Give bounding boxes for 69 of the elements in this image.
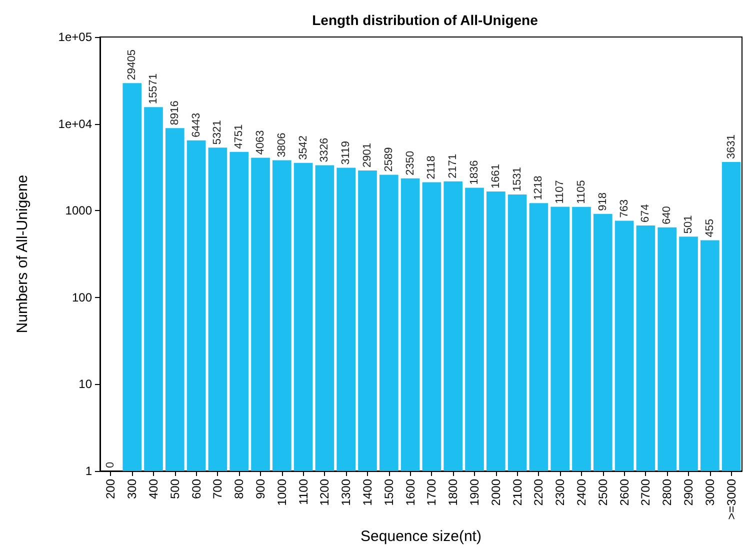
- data-label: 2171: [447, 154, 460, 178]
- data-label: 8916: [168, 100, 181, 126]
- data-label: 1105: [576, 180, 588, 204]
- x-tick-label: 2200: [532, 478, 546, 506]
- text: 0: [104, 462, 117, 468]
- data-label: 455: [704, 218, 716, 238]
- x-tick-label: 3000: [702, 478, 717, 506]
- data-label: 1107: [554, 180, 566, 204]
- x-tick-label: 2300: [553, 478, 568, 506]
- data-label: 1836: [468, 160, 480, 185]
- x-tick-label: 1100: [296, 478, 310, 505]
- y-tick-label: 1e+04: [58, 116, 92, 131]
- y-tick-label: 1e+05: [58, 30, 92, 44]
- data-label: 4063: [254, 130, 266, 155]
- data-label: 763: [618, 199, 630, 218]
- x-tick-label: 1600: [403, 478, 418, 506]
- data-label: 6443: [190, 112, 202, 138]
- y-tick-label: 1000: [65, 204, 92, 218]
- x-tick-label: 400: [146, 478, 160, 500]
- x-tick-label: 500: [168, 478, 182, 500]
- data-label: 2901: [362, 142, 374, 168]
- x-tick-label: 1500: [382, 478, 396, 506]
- x-tick-label: 2400: [574, 478, 588, 506]
- data-label: 2350: [404, 150, 416, 176]
- data-label: 1661: [490, 164, 502, 188]
- x-tick-label: 300: [125, 478, 140, 500]
- data-label: 674: [640, 204, 652, 222]
- x-tick-label: 1200: [318, 478, 332, 506]
- data-label: 3119: [340, 141, 352, 165]
- x-tick-label: 1300: [339, 478, 354, 506]
- data-label: 2118: [426, 156, 438, 180]
- x-tick-label: 2500: [596, 478, 610, 506]
- y-tick-label: 1: [85, 464, 92, 478]
- x-tick-label: 2000: [488, 478, 503, 506]
- data-label: 15571: [148, 74, 160, 104]
- data-label: 501: [682, 215, 694, 234]
- x-tick-label: 200: [104, 478, 118, 500]
- data-label: 1218: [532, 176, 545, 200]
- data-label: 3542: [297, 135, 310, 160]
- x-tick-label: 600: [189, 478, 204, 500]
- y-axis-title: Numbers of All-Unigene: [14, 174, 31, 334]
- data-label: 29405: [126, 50, 138, 80]
- x-tick-label: 900: [254, 478, 268, 500]
- data-label: 918: [596, 192, 609, 211]
- data-label: 2589: [382, 147, 395, 172]
- x-tick-label: 2600: [617, 478, 632, 506]
- data-label: 3806: [276, 132, 288, 158]
- x-tick-label: 700: [210, 478, 225, 500]
- data-label: 3631: [725, 134, 738, 159]
- x-tick-label: 2900: [682, 478, 696, 506]
- x-tick-label: 1400: [360, 478, 374, 506]
- x-tick-label: 800: [232, 478, 246, 500]
- x-tick-label: 1700: [424, 478, 439, 506]
- y-tick-label: 100: [72, 290, 92, 304]
- data-label: 3326: [318, 138, 331, 162]
- x-tick-label: 2800: [660, 478, 674, 506]
- x-tick-label: 1000: [274, 478, 289, 506]
- data-label: 1531: [511, 167, 524, 192]
- data-label: 640: [661, 206, 674, 224]
- x-tick-label: 1900: [468, 478, 482, 506]
- x-tick-label: 1800: [446, 478, 460, 506]
- y-tick-label: 10: [78, 377, 92, 392]
- x-tick-label: 2100: [510, 478, 524, 506]
- data-label: 4751: [233, 124, 246, 149]
- x-tick-label: >=3000: [724, 478, 738, 520]
- data-label: 5321: [212, 120, 224, 145]
- chart-title: Length distribution of All-Unigene: [312, 12, 538, 28]
- x-axis-title: Sequence size(nt): [360, 528, 482, 545]
- x-tick-label: 2700: [638, 478, 653, 506]
